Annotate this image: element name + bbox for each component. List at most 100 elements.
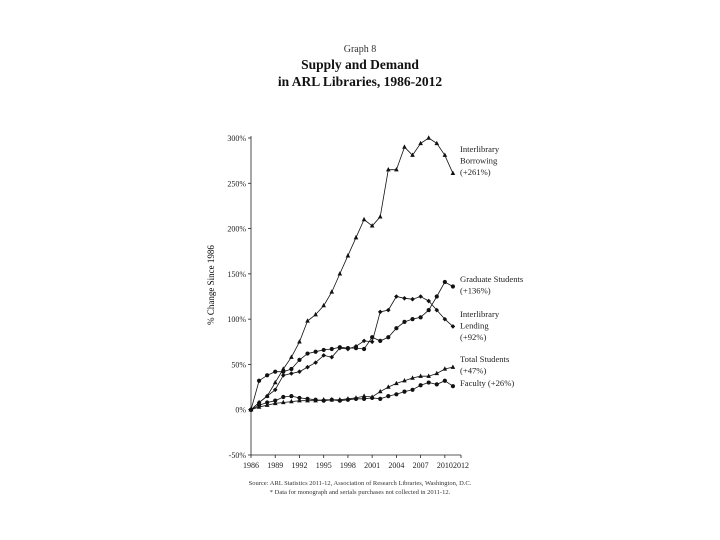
data-point — [369, 339, 375, 345]
chart-title-block: Graph 8 Supply and Demand in ARL Librari… — [0, 44, 720, 90]
series-label-line: Total Students — [460, 354, 510, 364]
data-point — [353, 344, 359, 349]
data-point — [426, 373, 431, 378]
y-tick-label: 300% — [227, 134, 246, 143]
data-point — [377, 309, 383, 315]
data-point — [434, 140, 440, 146]
data-point — [329, 346, 334, 352]
data-point — [450, 364, 456, 369]
data-point — [264, 393, 270, 399]
data-point — [289, 398, 294, 404]
chart-footer: Source: ARL Statistics 2011-12, Associat… — [0, 479, 720, 497]
data-point — [402, 296, 407, 301]
x-tick-label: 2012 — [453, 461, 469, 470]
data-point — [305, 351, 310, 356]
data-point — [426, 298, 431, 304]
data-point — [377, 214, 383, 219]
data-point — [329, 354, 335, 360]
data-point — [313, 397, 318, 402]
data-point — [361, 338, 367, 344]
data-point — [450, 324, 456, 329]
x-tick-label: 1998 — [340, 461, 356, 470]
series-line — [250, 137, 454, 410]
data-point — [442, 366, 448, 371]
data-point — [265, 373, 270, 378]
x-tick-label: 2004 — [388, 461, 404, 470]
data-point — [321, 302, 326, 308]
data-point — [329, 289, 335, 294]
series-line — [250, 296, 454, 410]
data-point — [450, 284, 456, 289]
data-point — [418, 373, 423, 378]
data-point — [297, 397, 302, 403]
data-point — [426, 135, 431, 140]
data-point — [442, 316, 448, 322]
data-point — [281, 399, 286, 405]
data-point — [337, 398, 342, 403]
data-point — [386, 394, 391, 399]
series-label-line: Lending — [460, 321, 489, 331]
data-point — [305, 364, 310, 370]
data-point — [256, 378, 262, 383]
chart-title-line-1: Supply and Demand — [301, 57, 419, 72]
data-point — [273, 398, 278, 403]
series-label-line: (+261%) — [460, 167, 491, 177]
data-point — [418, 140, 423, 146]
chart-ticks: -50% 0% 50% 100% 150% 200% 250% 300% 1986 1989 199… — [227, 134, 469, 470]
series-1 — [248, 135, 456, 412]
y-tick-label: -50% — [229, 451, 247, 460]
source-note: Source: ARL Statistics 2011-12, Associat… — [248, 480, 472, 487]
y-tick-label: 0% — [235, 406, 246, 415]
data-point — [273, 369, 278, 374]
data-point — [305, 396, 310, 401]
series-label-1: Interlibrary Borrowing (+261%) — [460, 144, 500, 177]
data-point — [361, 216, 367, 222]
data-point — [256, 403, 262, 408]
data-point — [313, 360, 318, 365]
data-point — [272, 379, 278, 385]
data-point — [281, 394, 286, 400]
data-point — [402, 378, 407, 383]
series-label-line: Interlibrary — [460, 309, 500, 319]
data-point — [353, 234, 359, 240]
y-tick-label: 250% — [227, 179, 246, 188]
data-point — [410, 317, 415, 322]
data-point — [313, 349, 318, 354]
series-label-5: Faculty (+26%) — [460, 378, 514, 388]
data-point — [377, 388, 383, 394]
chart-axes — [250, 136, 461, 456]
data-point — [402, 319, 407, 324]
data-point — [297, 369, 302, 374]
data-point — [313, 311, 318, 317]
x-tick-label: 2001 — [364, 461, 380, 470]
x-tick-label: 2010 — [437, 461, 453, 470]
data-point — [361, 346, 367, 352]
chart-title-line-2: in ARL Libraries, 1986-2012 — [277, 74, 443, 89]
x-tick-label: 2007 — [413, 461, 429, 470]
y-tick-label: 100% — [227, 315, 246, 324]
data-point — [434, 307, 440, 313]
y-tick-label: 200% — [227, 225, 246, 234]
x-tick-label: 1989 — [267, 461, 283, 470]
data-point — [434, 294, 439, 299]
data-point — [426, 307, 431, 313]
data-point — [265, 400, 270, 405]
data-point — [378, 338, 383, 343]
data-point — [281, 366, 286, 371]
data-point — [434, 370, 440, 376]
data-point — [329, 397, 334, 402]
data-point — [394, 380, 399, 386]
chart-series-layer — [248, 135, 456, 413]
series-label-line: (+92%) — [460, 332, 486, 342]
data-point — [289, 366, 294, 372]
data-point — [264, 402, 270, 407]
data-point — [345, 397, 351, 402]
series-2 — [248, 279, 456, 412]
data-point — [272, 387, 278, 393]
series-label-line: Borrowing — [460, 156, 498, 166]
data-point — [394, 294, 399, 299]
data-point — [386, 167, 391, 172]
data-point — [289, 371, 294, 376]
data-point — [297, 395, 302, 401]
data-point — [345, 346, 351, 352]
